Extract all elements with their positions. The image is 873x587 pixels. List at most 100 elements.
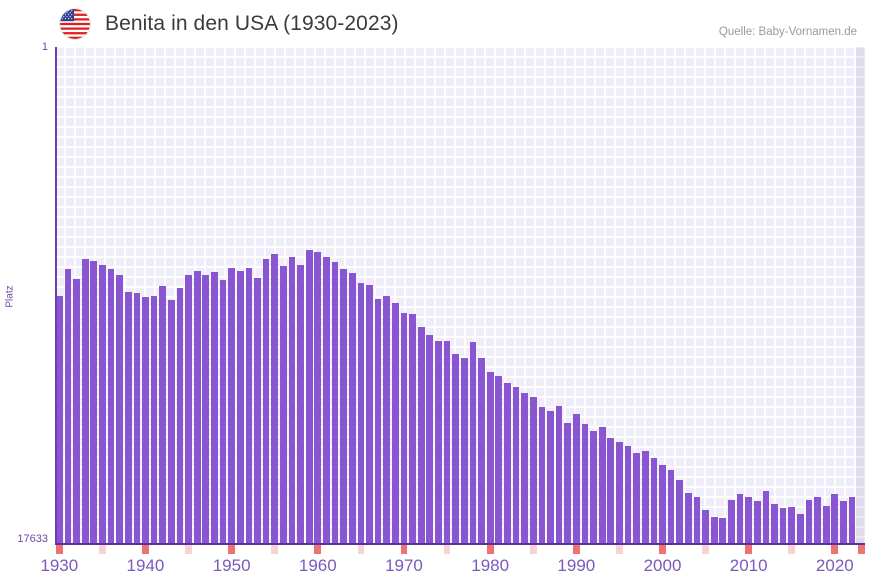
bar	[771, 504, 778, 543]
x-axis-label: 1960	[298, 556, 337, 575]
bar	[340, 269, 348, 543]
bar	[590, 430, 597, 543]
bar	[607, 438, 615, 543]
bar	[55, 295, 63, 543]
page-title: Benita in den USA (1930-2023)	[105, 12, 399, 35]
bar	[314, 252, 322, 543]
us-flag-icon	[60, 9, 90, 39]
future-shaded-region	[856, 47, 865, 543]
x-tick-major	[55, 545, 63, 554]
x-tick-minor	[616, 545, 623, 554]
bar	[374, 298, 382, 543]
bar	[124, 291, 132, 543]
x-axis-label: 1990	[557, 556, 596, 575]
bar	[641, 450, 649, 543]
bar	[762, 491, 770, 543]
bar	[840, 501, 847, 543]
bar	[435, 340, 442, 543]
x-tick-major	[831, 545, 839, 554]
x-tick-minor	[185, 545, 192, 554]
x-tick-major	[486, 545, 494, 554]
bar	[831, 494, 839, 543]
bar	[107, 269, 115, 543]
x-tick-major	[659, 545, 666, 554]
bar	[348, 273, 356, 543]
bar	[279, 266, 287, 543]
x-tick-minor	[529, 545, 537, 554]
bar	[797, 513, 804, 543]
bar	[572, 414, 580, 543]
bar	[659, 464, 666, 543]
chart-header: Benita in den USA (1930-2023) Quelle: Ba…	[0, 0, 873, 46]
x-tick-minor	[357, 545, 365, 554]
bar	[417, 326, 425, 543]
x-axis-label: 1930	[40, 556, 79, 575]
bar	[245, 267, 253, 543]
bar	[633, 453, 640, 543]
bar	[142, 297, 149, 543]
x-tick-major	[745, 545, 753, 554]
bar	[684, 492, 692, 543]
x-axis-label: 1980	[471, 556, 510, 575]
x-tick-major	[400, 545, 408, 554]
bar	[305, 249, 313, 543]
bar	[426, 335, 434, 543]
x-axis-labels: 1930 1940 1950 1960 1970 1980 1990 2000 2010 2020	[0, 556, 873, 582]
bar	[271, 253, 279, 543]
bar	[710, 516, 718, 543]
bar	[159, 286, 167, 543]
bar	[193, 270, 201, 543]
bar	[460, 357, 468, 543]
bar	[400, 312, 408, 543]
bar	[478, 357, 485, 543]
bar	[297, 265, 304, 543]
bar	[331, 262, 339, 543]
bar	[702, 509, 709, 543]
bar	[383, 295, 391, 543]
bar	[443, 340, 451, 543]
bar	[814, 497, 821, 543]
bar	[529, 397, 537, 543]
bar	[538, 407, 546, 543]
x-axis-tick-strip	[55, 545, 865, 554]
bar	[167, 300, 175, 543]
x-tick-major	[314, 545, 322, 554]
x-tick-minor	[99, 545, 106, 554]
bar	[676, 480, 684, 543]
x-tick-minor	[788, 545, 796, 554]
bar	[202, 274, 210, 543]
x-axis-label: 2010	[729, 556, 768, 575]
x-axis-label: 1970	[385, 556, 423, 575]
x-tick-major	[142, 545, 149, 554]
bar	[133, 293, 141, 543]
bar	[555, 405, 563, 543]
x-axis-label: 1940	[126, 556, 165, 575]
bar	[521, 392, 528, 543]
bar	[822, 505, 830, 543]
bar	[598, 426, 606, 543]
bar	[357, 283, 365, 543]
bar	[512, 387, 520, 543]
bar	[99, 265, 106, 543]
bar	[564, 422, 572, 543]
chart-plot-area	[55, 47, 865, 543]
bar	[73, 279, 80, 543]
y-axis-tick-top: 1	[41, 41, 48, 53]
bar	[254, 277, 261, 543]
bar	[693, 497, 701, 543]
bar	[228, 267, 235, 543]
bar	[469, 342, 477, 543]
bar	[779, 508, 787, 543]
x-tick-minor	[271, 545, 279, 554]
bar	[81, 259, 89, 543]
bar	[116, 274, 123, 543]
bar	[848, 497, 856, 543]
bar	[486, 371, 494, 543]
bar	[753, 501, 761, 543]
bar	[547, 411, 554, 543]
bar	[409, 314, 416, 543]
bar	[788, 506, 796, 543]
bar	[262, 259, 270, 543]
x-tick-major	[572, 545, 580, 554]
